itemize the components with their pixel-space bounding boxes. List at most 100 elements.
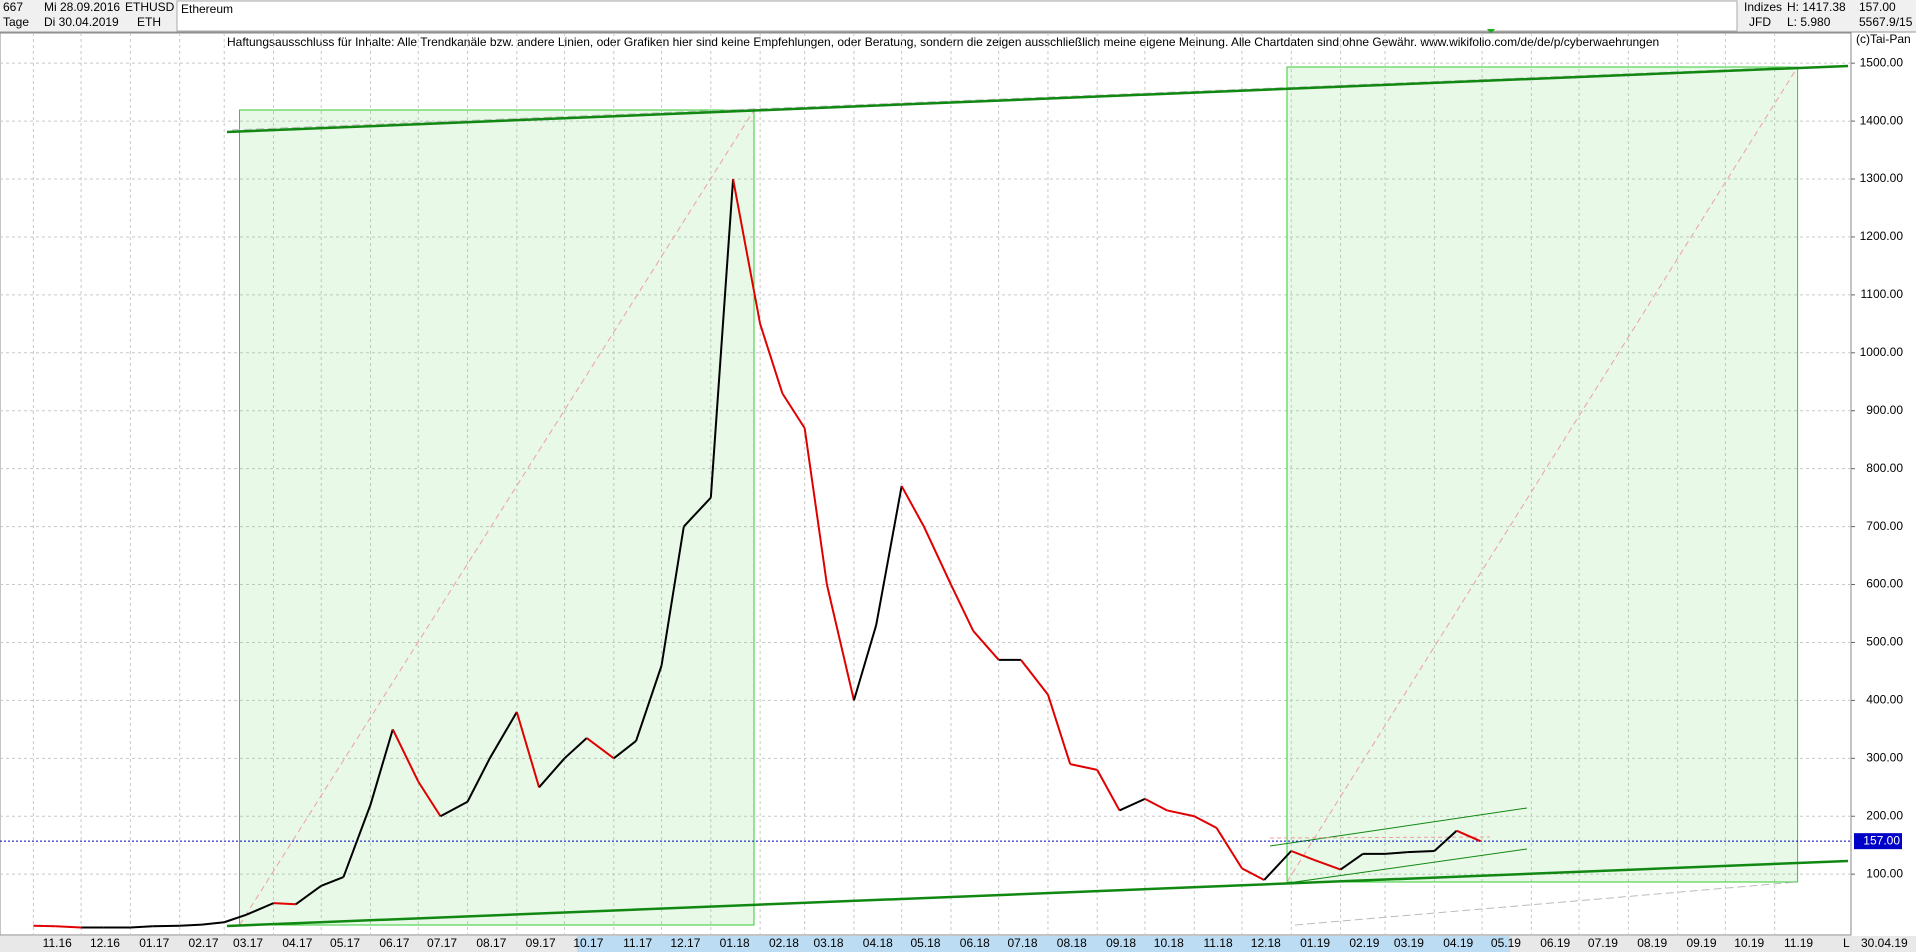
x-tick-label: 08.19 xyxy=(1637,936,1667,950)
end-date[interactable]: Di 30.04.2019 xyxy=(44,15,119,29)
price-segment xyxy=(950,584,975,632)
price-segment xyxy=(369,729,394,805)
price-segment xyxy=(586,737,615,760)
low: L: 5.980 xyxy=(1787,15,1831,29)
price-segment xyxy=(1167,809,1195,818)
price-segment xyxy=(223,913,247,924)
y-tick-label: 1000.00 xyxy=(1860,345,1904,359)
scale-mode: L xyxy=(1843,936,1850,950)
y-tick-label: 1400.00 xyxy=(1860,113,1904,127)
price-segment xyxy=(515,711,541,788)
price-segment xyxy=(1407,850,1435,854)
price-segment xyxy=(55,925,82,929)
trend-line xyxy=(226,859,1849,928)
y-tick-label: 1100.00 xyxy=(1861,287,1904,301)
diagonal xyxy=(239,109,755,926)
price-segment xyxy=(709,178,735,498)
count[interactable]: 667 xyxy=(3,0,23,14)
price-segment xyxy=(1096,769,1121,811)
x-tick-label: 10.17 xyxy=(573,936,603,950)
group: Indizes xyxy=(1744,0,1782,14)
high: H: 1417.38 xyxy=(1787,0,1846,14)
y-tick-label: 1500.00 xyxy=(1860,55,1904,69)
price-segment xyxy=(1119,797,1146,812)
marker xyxy=(1487,29,1495,34)
y-tick-label: 600.00 xyxy=(1866,577,1903,591)
y-tick-label: 900.00 xyxy=(1866,403,1903,417)
x-tick-label: 05.17 xyxy=(330,936,360,950)
y-tick-label: 100.00 xyxy=(1866,866,1903,880)
x-tick-label: 05.19 xyxy=(1491,936,1521,950)
price-segment xyxy=(1144,797,1168,812)
diagonal xyxy=(1286,66,1799,883)
channel-line xyxy=(1269,836,1491,839)
extra: 5567.9/15 xyxy=(1859,15,1913,29)
trend-line xyxy=(226,64,1849,134)
x-tick-label: 06.17 xyxy=(379,936,409,950)
x-tick-label: 09.17 xyxy=(526,936,556,950)
price-segment xyxy=(201,921,225,926)
price-segment xyxy=(1384,851,1408,855)
price-segment xyxy=(391,728,420,782)
price-segment xyxy=(660,526,685,666)
x-tick-label: 12.16 xyxy=(90,936,120,950)
x-tick-label: 04.17 xyxy=(282,936,312,950)
price-segment xyxy=(33,924,56,928)
price-segment xyxy=(1020,659,1049,696)
last: 157.00 xyxy=(1859,0,1896,14)
price-segment xyxy=(466,757,491,803)
name-box xyxy=(176,0,1738,32)
price-segment xyxy=(683,496,712,528)
x-tick-label: 07.18 xyxy=(1007,936,1037,950)
period[interactable]: Tage xyxy=(3,15,29,29)
x-tick-label: 08.17 xyxy=(476,936,506,950)
price-segment xyxy=(246,902,274,916)
x-tick-label: 01.19 xyxy=(1300,936,1330,950)
price-segment xyxy=(1433,829,1458,852)
x-tick-label: 02.19 xyxy=(1349,936,1379,950)
plot-area xyxy=(0,32,1852,936)
instrument-name: Ethereum xyxy=(181,2,233,16)
x-tick-label: 06.19 xyxy=(1540,936,1570,950)
plot xyxy=(0,32,1852,936)
price-segment xyxy=(613,740,637,760)
start-date[interactable]: Mi 28.09.2016 xyxy=(44,0,120,14)
disclaimer: Haftungsausschluss für Inhalte: Alle Tre… xyxy=(227,35,1659,49)
price-segment xyxy=(1241,867,1265,881)
price-segment xyxy=(852,624,878,701)
x-tick-label: 10.19 xyxy=(1734,936,1764,950)
symbol: ETHUSD xyxy=(125,0,175,14)
x-tick-label: 02.17 xyxy=(189,936,219,950)
price-segment xyxy=(179,923,203,927)
x-tick-label: 02.18 xyxy=(769,936,799,950)
price-segment xyxy=(1069,763,1098,771)
price-segment xyxy=(1193,815,1217,829)
x-tick-label: 09.19 xyxy=(1687,936,1717,950)
price-segment xyxy=(342,804,372,878)
price-segment xyxy=(417,780,442,817)
price-segment xyxy=(875,485,903,626)
x-tick-label: 03.19 xyxy=(1394,936,1424,950)
price-segment xyxy=(488,711,518,759)
current-date-label: 30.04.19 xyxy=(1861,936,1908,950)
x-tick-label: 01.17 xyxy=(139,936,169,950)
price-segment xyxy=(152,924,180,928)
price-segment xyxy=(538,757,566,788)
x-tick-label: 12.18 xyxy=(1251,936,1281,950)
x-tick-label: 08.18 xyxy=(1057,936,1087,950)
y-tick-label: 800.00 xyxy=(1866,461,1903,475)
price-segment xyxy=(1456,829,1481,843)
x-tick-label: 11.17 xyxy=(623,936,652,950)
price-segment xyxy=(759,323,784,394)
price-segment xyxy=(1046,694,1072,765)
x-tick-label: 12.17 xyxy=(670,936,700,950)
channel-line xyxy=(1269,807,1528,847)
x-tick-label: 09.18 xyxy=(1106,936,1136,950)
channel-line xyxy=(1294,848,1528,883)
price-segment xyxy=(803,427,828,585)
y-tick-label: 700.00 xyxy=(1866,519,1903,533)
x-tick-label: 11.18 xyxy=(1204,936,1233,950)
x-tick-label: 10.18 xyxy=(1154,936,1184,950)
price-segment xyxy=(1215,827,1243,869)
x-tick-label: 06.18 xyxy=(960,936,990,950)
